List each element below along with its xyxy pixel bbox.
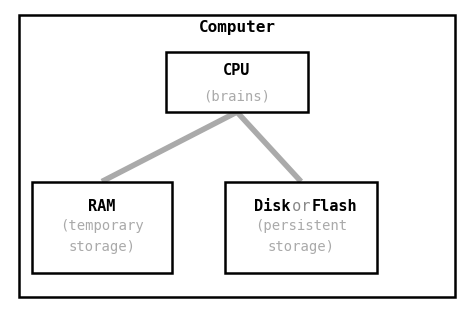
- Text: (temporary
storage): (temporary storage): [60, 219, 144, 254]
- FancyBboxPatch shape: [32, 182, 172, 273]
- Text: (persistent
storage): (persistent storage): [255, 219, 347, 254]
- Text: Computer: Computer: [199, 20, 275, 35]
- FancyBboxPatch shape: [19, 15, 455, 297]
- Text: CPU: CPU: [223, 63, 251, 78]
- FancyBboxPatch shape: [166, 52, 308, 112]
- Text: (brains): (brains): [203, 90, 271, 104]
- FancyBboxPatch shape: [225, 182, 377, 273]
- Text: Disk: Disk: [254, 199, 291, 214]
- Text: Flash: Flash: [312, 199, 357, 214]
- Text: or: or: [283, 199, 319, 214]
- Text: RAM: RAM: [88, 199, 116, 214]
